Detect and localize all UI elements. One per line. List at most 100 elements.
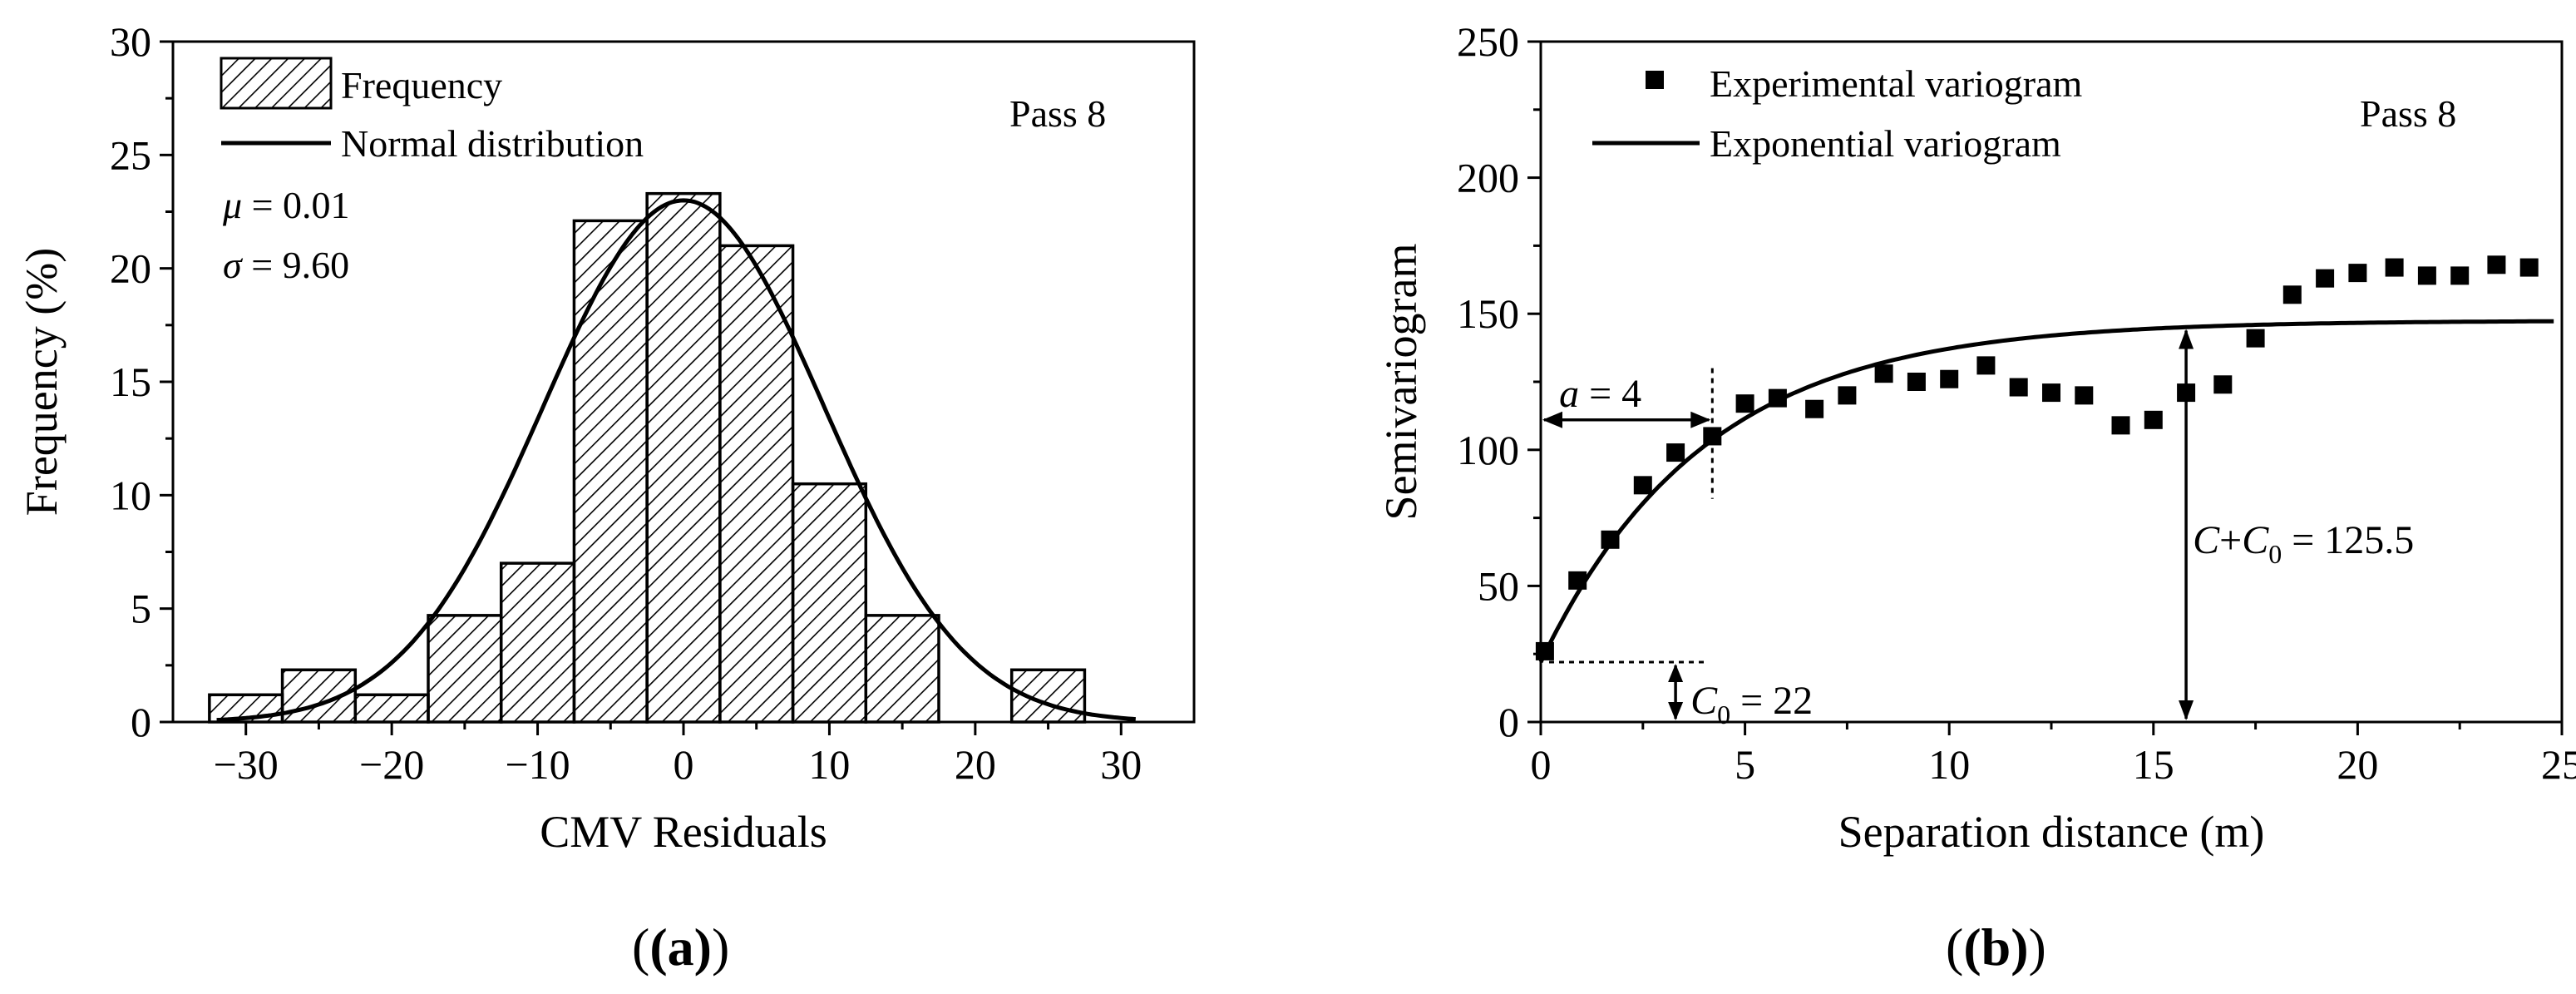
- variogram-point: [1805, 399, 1824, 418]
- x-tick-label: 15: [2133, 741, 2174, 788]
- x-tick-label: 10: [808, 741, 850, 788]
- variogram-point: [2385, 258, 2404, 277]
- variogram-point: [1666, 443, 1685, 462]
- y-tick-label: 0: [1498, 699, 1519, 745]
- variogram-point: [1735, 394, 1754, 413]
- sill-label: C+C0 = 125.5: [2193, 518, 2414, 569]
- sigma-symbol: σ: [223, 244, 244, 286]
- x-tick-label: 25: [2541, 741, 2576, 788]
- y-tick-label: 15: [110, 359, 151, 405]
- x-tick-label: 10: [1928, 741, 1970, 788]
- variogram-point: [2348, 264, 2367, 283]
- histogram-bar: [572, 219, 649, 724]
- y-tick-label: 250: [1457, 18, 1519, 65]
- legend-exponential-label: Exponential variogram: [1710, 122, 2061, 165]
- exponential-variogram-curve: [1538, 319, 2554, 664]
- y-tick-label: 100: [1457, 427, 1519, 473]
- x-tick-label: 20: [955, 741, 996, 788]
- histogram-bar: [791, 482, 868, 724]
- nugget-arrow-head-bottom: [1668, 702, 1684, 720]
- variogram-point: [1703, 427, 1722, 446]
- nugget-label: C0 = 22: [1690, 679, 1813, 729]
- variogram-point: [2417, 266, 2436, 285]
- y-tick-label: 20: [110, 245, 151, 292]
- variogram-point: [2519, 258, 2539, 277]
- variogram-annotations: a = 4 C0 = 22 C+C0 = 125.5: [1542, 329, 2414, 729]
- y-tick-label: 150: [1457, 290, 1519, 337]
- histogram-bar: [499, 561, 576, 724]
- variogram-point: [1633, 476, 1652, 495]
- axis-ticks: −30 −20 −10 0 10 20 30 0 5 10 15 20 25 30: [110, 18, 1142, 788]
- histogram-bar: [427, 614, 503, 724]
- variogram-point: [1940, 369, 1959, 388]
- experimental-variogram-points: [1535, 255, 2539, 660]
- variogram-point: [1907, 373, 1926, 391]
- variogram-panel: a = 4C0 = 22C+C0 = 125.5 0 5 10 15 20 2505010…: [1376, 18, 2576, 977]
- mu-symbol: μ: [222, 184, 242, 226]
- panel-a-label: ((a)): [632, 917, 729, 977]
- variogram-point: [2282, 285, 2302, 304]
- y-tick-label: 30: [110, 18, 151, 65]
- x-tick-label: −10: [505, 741, 570, 788]
- variogram-point: [2042, 383, 2060, 403]
- histogram-bar: [645, 191, 722, 724]
- y-tick-label: 200: [1457, 155, 1519, 201]
- sigma-label: σ = 9.60: [223, 244, 349, 286]
- x-tick-label: −30: [214, 741, 279, 788]
- variogram-point: [2111, 416, 2130, 435]
- variogram-point: [1601, 530, 1620, 549]
- variogram-point: [1838, 386, 1857, 405]
- variogram-point: [2316, 269, 2335, 288]
- sigma-value: = 9.60: [242, 244, 349, 286]
- histogram-bar: [864, 614, 940, 724]
- variogram-point: [2075, 386, 2094, 405]
- variogram-point: [2246, 329, 2265, 348]
- x-tick-label: 0: [674, 741, 694, 788]
- y-tick-label: 5: [131, 586, 151, 632]
- sill-arrow-head-top: [2179, 329, 2194, 349]
- legend-frequency-swatch: [220, 57, 333, 110]
- x-tick-label: 30: [1100, 741, 1142, 788]
- legend-experimental-label: Experimental variogram: [1710, 62, 2083, 105]
- x-axis-title: Separation distance (m): [1838, 807, 2265, 857]
- y-axis-title: Semivariogram: [1376, 244, 1426, 521]
- y-tick-label: 50: [1478, 562, 1519, 609]
- variogram-point: [1535, 641, 1554, 660]
- legend-frequency-label: Frequency: [341, 64, 502, 106]
- y-tick-label: 0: [131, 699, 151, 745]
- variogram-point: [2213, 375, 2233, 394]
- histogram-bars: [208, 191, 1087, 724]
- x-axis-title: CMV Residuals: [540, 807, 827, 857]
- variogram-point: [2144, 410, 2163, 429]
- normal-distribution-curve: [216, 198, 1136, 723]
- variogram-point: [2009, 378, 2028, 397]
- panel-b-letter: (b): [1963, 917, 2028, 977]
- sill-arrow-head-bottom: [2179, 700, 2194, 720]
- variogram-point: [1976, 356, 1996, 375]
- y-tick-label: 25: [110, 131, 151, 178]
- variogram-point: [2487, 255, 2506, 274]
- variogram-point: [1768, 388, 1787, 408]
- variogram-point: [1874, 364, 1893, 383]
- x-tick-label: 0: [1531, 741, 1552, 788]
- nugget-arrow-head-top: [1668, 664, 1684, 683]
- histogram-panel: −30 −20 −10 0 10 20 30 0 5 10 15 20 25 30 Frequency N…: [17, 18, 1196, 977]
- histogram-bar: [353, 693, 430, 724]
- histogram-bar: [718, 244, 795, 724]
- x-tick-label: 20: [2337, 741, 2378, 788]
- pass-annotation: Pass 8: [2360, 92, 2456, 135]
- range-label: a = 4: [1559, 372, 1641, 416]
- legend-experimental-swatch: [1646, 71, 1664, 89]
- y-tick-label: 10: [110, 472, 151, 518]
- panel-a-letter: (a): [649, 917, 712, 977]
- variogram-point: [1568, 571, 1587, 590]
- pass-annotation: Pass 8: [1009, 92, 1106, 135]
- y-axis-title: Frequency (%): [17, 248, 67, 516]
- variogram-point: [2450, 266, 2470, 285]
- range-arrow-head-right: [1690, 411, 1711, 428]
- legend-normal-label: Normal distribution: [341, 122, 644, 165]
- mu-value: = 0.01: [242, 184, 349, 226]
- panel-b-label: ((b)): [1946, 917, 2046, 977]
